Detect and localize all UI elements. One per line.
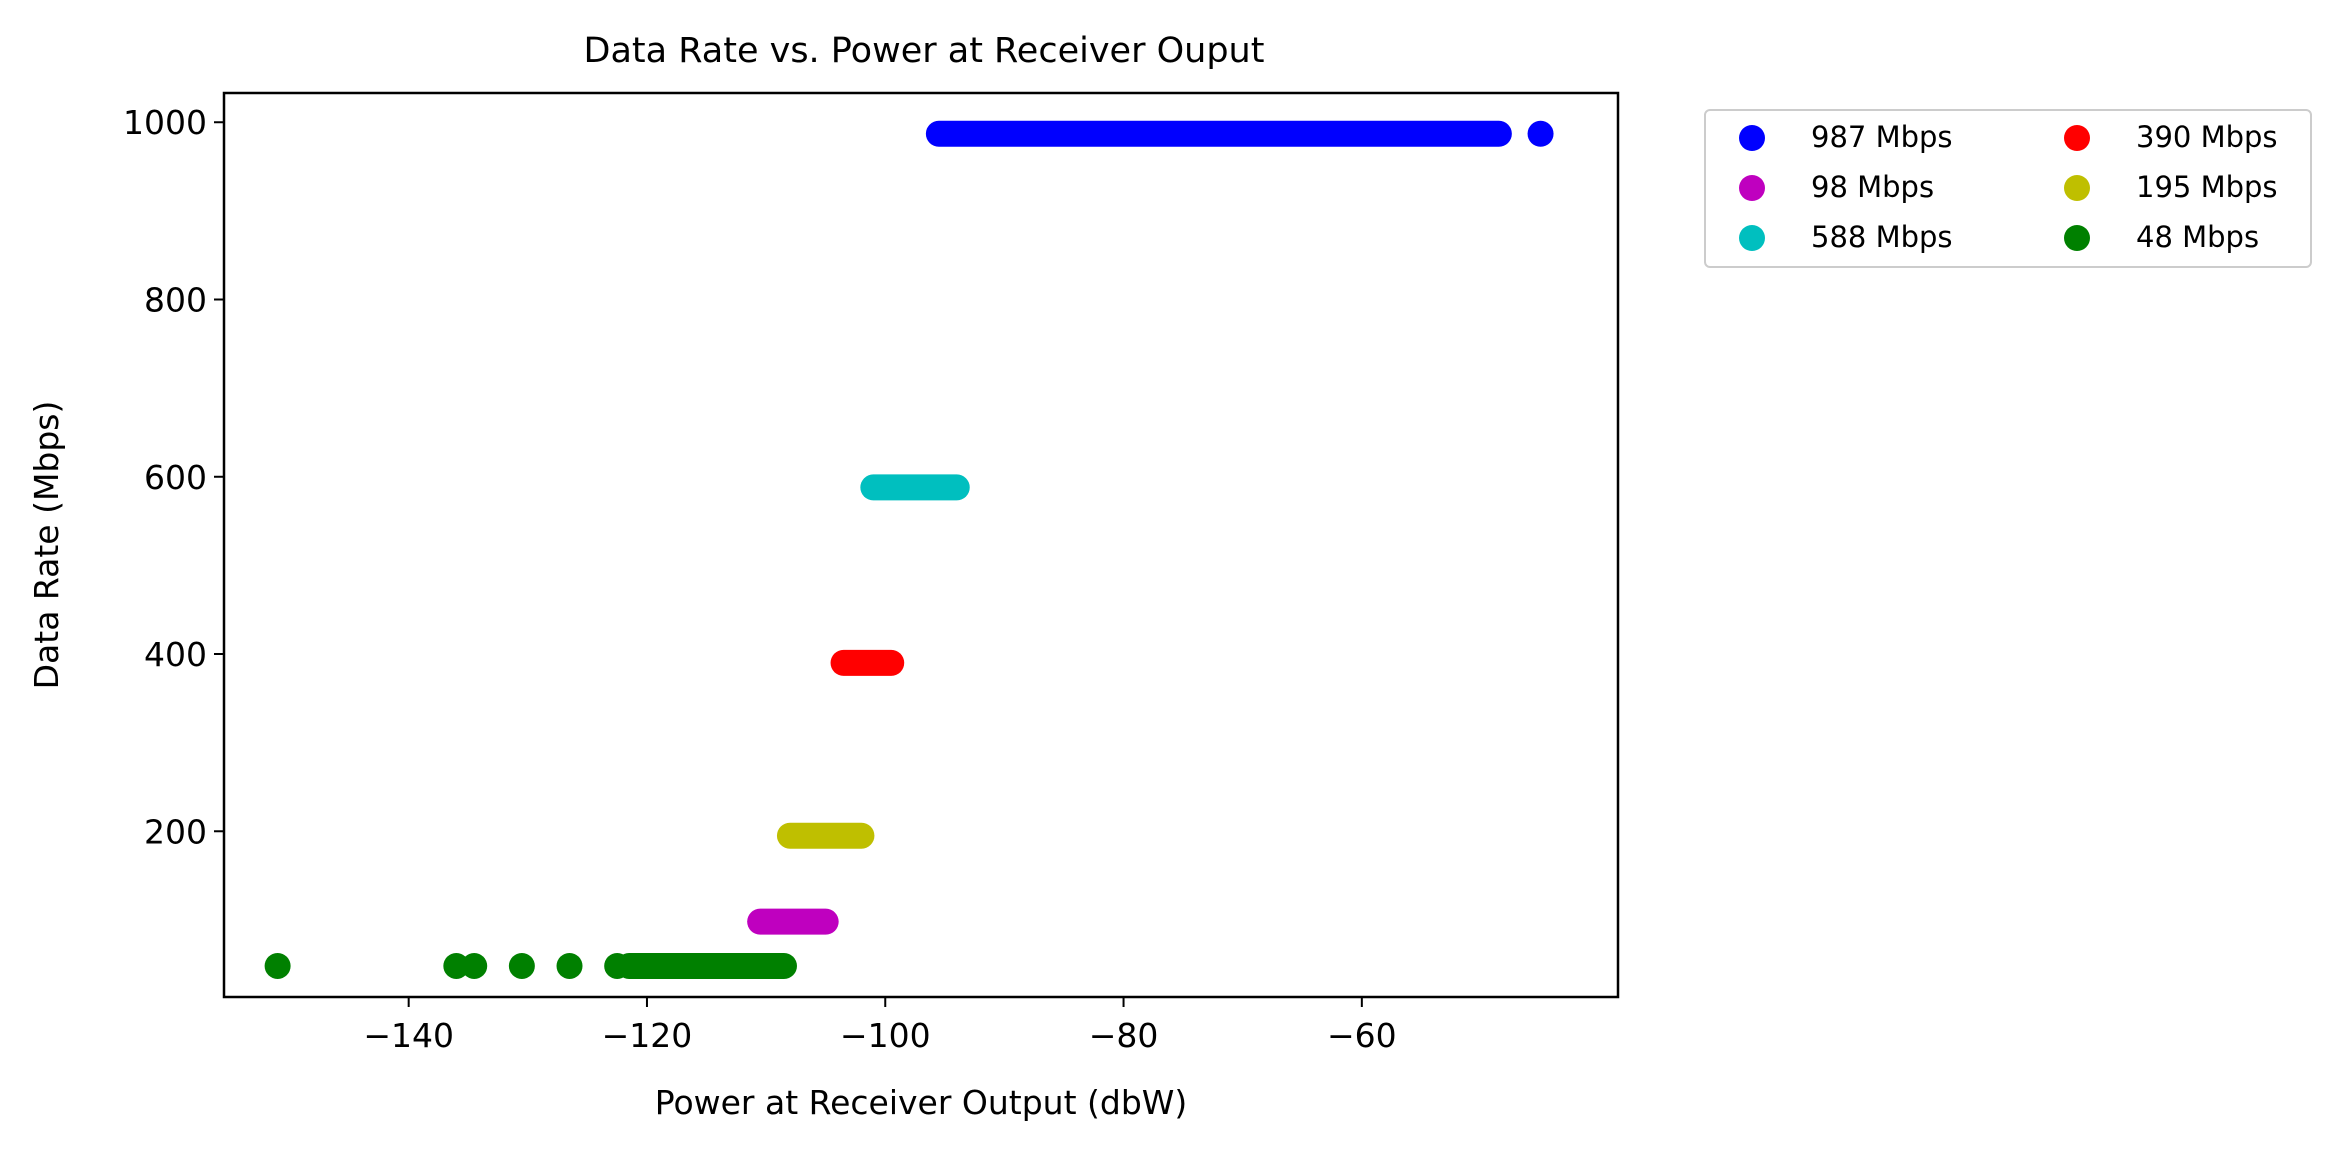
legend-marker [2064, 225, 2090, 251]
y-tick-label: 200 [144, 812, 207, 851]
legend-label: 390 Mbps [2136, 120, 2278, 154]
y-tick-label: 1000 [123, 103, 207, 142]
scatter-point [508, 952, 535, 979]
legend-label: 588 Mbps [1811, 220, 1953, 254]
y-axis-label: Data Rate (Mbps) [27, 401, 66, 690]
x-tick-label: −140 [363, 1016, 454, 1055]
scatter-point [443, 952, 470, 979]
plot-area-frame [222, 91, 1620, 999]
legend-label: 987 Mbps [1811, 120, 1953, 154]
y-tick-label: 400 [144, 635, 207, 674]
legend: 987 Mbps 98 Mbps 588 Mbps 390 Mbps 195 Mbps 4… [1704, 109, 2312, 268]
legend-marker [2064, 175, 2090, 201]
x-axis-label: Power at Receiver Output (dbW) [655, 1083, 1188, 1122]
legend-items: 987 Mbps 98 Mbps 588 Mbps 390 Mbps 195 Mbps 4… [1739, 120, 2278, 254]
legend-label: 195 Mbps [2136, 170, 2278, 204]
legend-marker [1739, 225, 1765, 251]
marks-layer [264, 120, 1554, 979]
legend-marker [1739, 125, 1765, 151]
legend-frame [1704, 109, 2312, 268]
series-5 [264, 952, 797, 979]
legend-label: 48 Mbps [2136, 220, 2259, 254]
x-axis: −140 −120 −100 −80 −60 [363, 997, 1397, 1055]
legend-marker [2064, 125, 2090, 151]
y-axis: 200 400 600 800 1000 [123, 103, 224, 851]
chart-title: Data Rate vs. Power at Receiver Ouput [584, 31, 1265, 71]
y-tick-label: 600 [144, 458, 207, 497]
scatter-point [461, 952, 488, 979]
scatter-point [1527, 120, 1554, 147]
scatter-point [264, 952, 291, 979]
x-tick-label: −60 [1327, 1016, 1397, 1055]
scatter-point [604, 952, 631, 979]
scatter-point [556, 952, 583, 979]
x-tick-label: −100 [840, 1016, 931, 1055]
y-tick-label: 800 [144, 281, 207, 320]
x-tick-label: −80 [1089, 1016, 1159, 1055]
x-tick-label: −120 [602, 1016, 693, 1055]
legend-marker [1739, 175, 1765, 201]
legend-label: 98 Mbps [1811, 170, 1934, 204]
series-0 [925, 120, 1554, 147]
